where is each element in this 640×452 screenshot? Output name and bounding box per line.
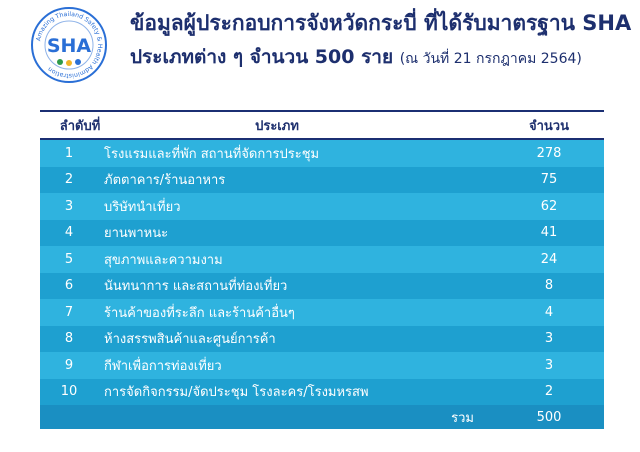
row-no: 8 (64, 331, 74, 347)
column-header-no: ลำดับที่ (59, 118, 101, 134)
row-no: 5 (64, 251, 74, 267)
table-row: 4 ยานพาหนะ 41 (40, 219, 604, 246)
row-no: 6 (64, 278, 74, 294)
table-body: 1 โรงแรมและที่พัก สถานที่จัดการประชุม 27… (40, 140, 604, 405)
sha-table: ลำดับที่ ประเภท จำนวน 1 โรงแรมและที่พัก … (40, 110, 604, 429)
table-row: 5 สุขภาพและความงาม 24 (40, 246, 604, 273)
row-category: กีฬาเพื่อการท่องเที่ยว (104, 358, 222, 374)
row-category: ยานพาหนะ (104, 226, 169, 242)
table-row: 7 ร้านค้าของที่ระลึก และร้านค้าอื่นๆ 4 (40, 299, 604, 326)
row-count: 62 (540, 198, 558, 214)
table-row: 10 การจัดกิจกรรม/จัดประชุม โรงละคร/โรงมห… (40, 378, 604, 405)
row-no: 2 (64, 172, 74, 188)
row-category: การจัดกิจกรรม/จัดประชุม โรงละคร/โรงมหรสพ (104, 385, 369, 401)
row-count: 278 (536, 145, 562, 161)
row-no: 7 (64, 304, 74, 320)
sha-logo-icon: Amazing Thailand Safety & Health Adminis… (30, 6, 108, 84)
row-count: 2 (544, 384, 554, 400)
table-row: 8 ห้างสรรพสินค้าและศูนย์การค้า 3 (40, 325, 604, 352)
row-category: โรงแรมและที่พัก สถานที่จัดการประชุม (104, 146, 320, 162)
table-row: 1 โรงแรมและที่พัก สถานที่จัดการประชุม 27… (40, 140, 604, 167)
row-no: 9 (64, 357, 74, 373)
row-count: 24 (540, 251, 558, 267)
row-category: สุขภาพและความงาม (104, 252, 223, 268)
row-category: ร้านค้าของที่ระลึก และร้านค้าอื่นๆ (104, 305, 295, 321)
row-count: 41 (540, 225, 558, 241)
total-value: 500 (536, 409, 562, 425)
page-subtitle: ประเภทต่าง ๆ จำนวน 500 ราย (ณ วันที่ 21 … (130, 42, 630, 74)
total-label: รวม (451, 410, 474, 426)
table-row: 6 นันทนาการ และสถานที่ท่องเที่ยว 8 (40, 272, 604, 299)
row-no: 10 (60, 384, 78, 400)
table-row: 2 ภัตตาคาร/ร้านอาหาร 75 (40, 166, 604, 193)
row-count: 8 (544, 278, 554, 294)
row-count: 75 (540, 172, 558, 188)
row-category: ภัตตาคาร/ร้านอาหาร (104, 173, 226, 189)
subtitle-date-note: (ณ วันที่ 21 กรกฎาคม 2564) (399, 51, 582, 67)
row-no: 3 (64, 198, 74, 214)
table-header: ลำดับที่ ประเภท จำนวน (40, 112, 604, 140)
row-category: บริษัทนำเที่ยว (104, 199, 181, 215)
column-header-count: จำนวน (529, 118, 569, 134)
row-count: 4 (544, 304, 554, 320)
row-count: 3 (544, 331, 554, 347)
logo-text: SHA (47, 35, 92, 57)
page-title: ข้อมูลผู้ประกอบการจังหวัดกระบี่ ที่ได้รั… (130, 11, 632, 35)
row-category: นันทนาการ และสถานที่ท่องเที่ยว (104, 279, 288, 295)
table-total-row: รวม 500 (40, 405, 604, 429)
table-row: 9 กีฬาเพื่อการท่องเที่ยว 3 (40, 352, 604, 379)
row-category: ห้างสรรพสินค้าและศูนย์การค้า (104, 332, 276, 348)
row-no: 1 (64, 145, 74, 161)
row-count: 3 (544, 357, 554, 373)
row-no: 4 (64, 225, 74, 241)
subtitle-main: ประเภทต่าง ๆ จำนวน 500 ราย (130, 46, 394, 68)
table-row: 3 บริษัทนำเที่ยว 62 (40, 193, 604, 220)
column-header-category: ประเภท (255, 118, 299, 134)
header: ข้อมูลผู้ประกอบการจังหวัดกระบี่ ที่ได้รั… (130, 8, 632, 74)
